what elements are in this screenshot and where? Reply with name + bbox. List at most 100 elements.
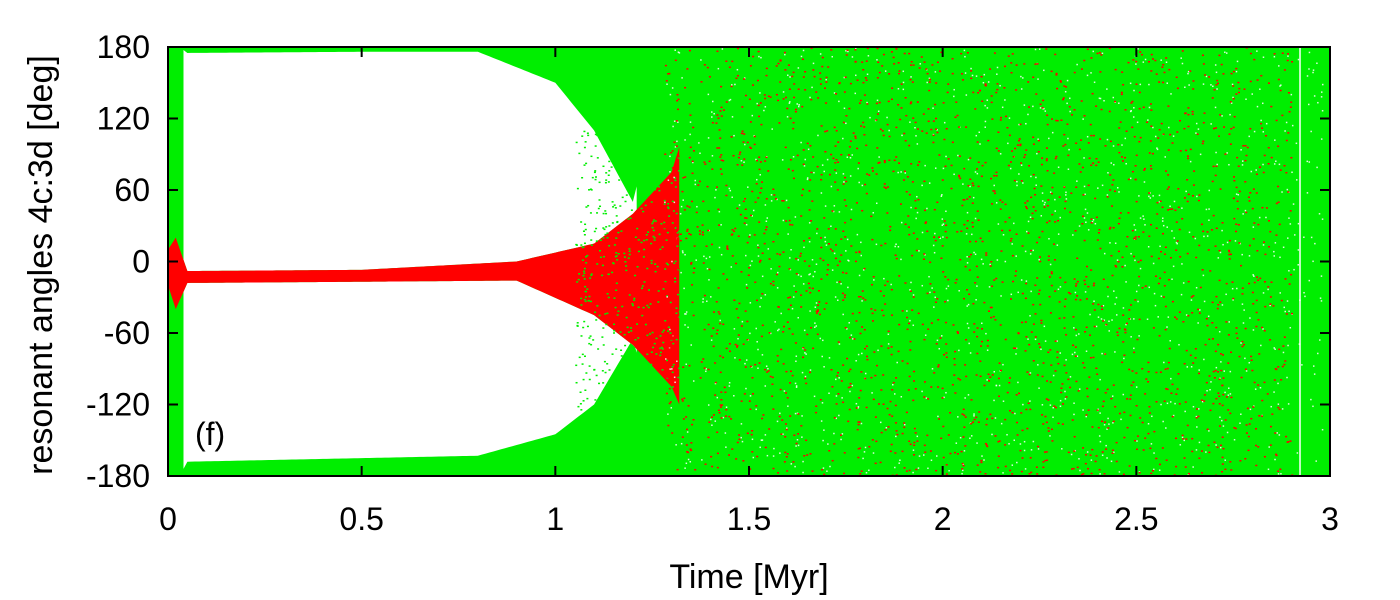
red-scatter-point <box>971 182 974 184</box>
green-white-speckle <box>1234 240 1237 242</box>
red-scatter-point <box>1213 88 1216 91</box>
red-scatter-point <box>1245 424 1248 426</box>
green-scatter-point <box>646 132 649 135</box>
red-scatter-point <box>1034 313 1037 315</box>
red-scatter-point <box>1261 206 1264 209</box>
red-scatter-point <box>1238 87 1241 90</box>
green-white-speckle <box>1284 130 1286 132</box>
red-scatter-point <box>751 451 754 453</box>
green-white-speckle <box>1084 208 1087 211</box>
red-scatter-point <box>806 333 809 336</box>
red-scatter-point <box>974 282 977 284</box>
green-scatter-point <box>588 378 591 381</box>
red-scatter-point <box>891 415 894 417</box>
red-scatter-point <box>1026 427 1029 430</box>
green-white-speckle <box>1030 290 1032 293</box>
green-white-speckle <box>857 353 860 356</box>
green-scatter-point <box>590 300 593 303</box>
red-scatter-point <box>701 224 704 226</box>
green-white-speckle <box>681 77 683 79</box>
red-scatter-point <box>1080 100 1083 102</box>
green-white-speckle <box>819 337 822 340</box>
green-white-speckle <box>846 328 848 330</box>
green-scatter-point <box>691 448 694 451</box>
green-scatter-point <box>703 186 706 188</box>
red-scatter-point <box>905 114 908 117</box>
red-scatter-point <box>1179 119 1182 122</box>
red-scatter-point <box>1041 107 1044 109</box>
green-white-speckle <box>919 63 922 65</box>
red-scatter-point <box>688 49 691 52</box>
red-scatter-point <box>1186 424 1189 427</box>
green-scatter-point <box>692 390 695 392</box>
green-white-speckle <box>1274 139 1276 141</box>
red-scatter-point <box>1074 346 1077 348</box>
green-scatter-point <box>672 342 675 345</box>
green-scatter-point <box>675 312 678 315</box>
red-scatter-point <box>847 154 850 156</box>
red-scatter-point <box>752 84 755 86</box>
red-scatter-point <box>826 268 829 271</box>
green-scatter-point <box>699 338 702 341</box>
red-scatter-point <box>987 373 990 376</box>
red-scatter-point <box>926 72 929 75</box>
green-scatter-point <box>652 346 655 349</box>
red-scatter-point <box>1041 230 1044 233</box>
red-scatter-point <box>784 392 787 394</box>
red-scatter-point <box>1104 145 1107 147</box>
green-scatter-point <box>683 83 686 85</box>
green-white-speckle <box>1035 184 1037 186</box>
red-scatter-point <box>838 260 841 263</box>
red-scatter-point <box>1095 455 1098 457</box>
green-white-speckle <box>765 220 768 222</box>
green-white-speckle <box>1100 318 1103 320</box>
green-scatter-point <box>626 326 629 329</box>
red-scatter-point <box>702 262 705 264</box>
green-scatter-point <box>604 181 607 184</box>
green-white-speckle <box>967 327 970 329</box>
green-white-speckle <box>764 434 767 436</box>
red-scatter-point <box>1203 394 1206 396</box>
green-scatter-point <box>644 323 647 326</box>
green-white-speckle <box>749 302 752 304</box>
red-scatter-point <box>739 213 742 216</box>
red-scatter-point <box>1083 366 1086 369</box>
green-scatter-point <box>615 289 618 291</box>
green-scatter-point <box>582 378 585 381</box>
green-scatter-point <box>601 274 604 277</box>
red-scatter-point <box>1050 428 1053 431</box>
red-scatter-point <box>945 352 948 354</box>
green-scatter-point <box>673 98 676 101</box>
red-scatter-point <box>891 314 894 316</box>
green-white-speckle <box>765 365 768 367</box>
red-scatter-point <box>1205 317 1208 320</box>
red-scatter-point <box>792 71 795 74</box>
green-scatter-point <box>662 329 665 332</box>
green-scatter-point <box>685 265 688 268</box>
red-scatter-point <box>741 164 744 166</box>
green-scatter-point <box>605 212 608 215</box>
green-scatter-point <box>611 88 614 90</box>
green-white-speckle <box>1303 236 1305 238</box>
red-scatter-point <box>1131 370 1134 372</box>
green-white-speckle <box>1044 110 1047 112</box>
red-scatter-point <box>1109 226 1112 229</box>
red-scatter-point <box>1164 246 1167 249</box>
red-scatter-point <box>743 133 746 135</box>
green-white-speckle <box>1107 172 1109 174</box>
green-scatter-point <box>616 314 619 316</box>
red-scatter-point <box>1186 155 1189 157</box>
red-scatter-point <box>1206 324 1209 327</box>
green-white-speckle <box>1139 217 1142 219</box>
red-scatter-point <box>840 380 843 382</box>
green-white-speckle <box>897 88 900 90</box>
green-white-speckle <box>1318 213 1321 215</box>
red-scatter-point <box>825 302 828 305</box>
red-scatter-point <box>988 230 991 232</box>
green-scatter-point <box>577 424 580 426</box>
red-scatter-point <box>1026 371 1029 373</box>
red-scatter-point <box>1118 151 1121 154</box>
red-scatter-point <box>1183 127 1186 130</box>
green-scatter-point <box>628 154 631 156</box>
red-scatter-point <box>1084 283 1087 286</box>
